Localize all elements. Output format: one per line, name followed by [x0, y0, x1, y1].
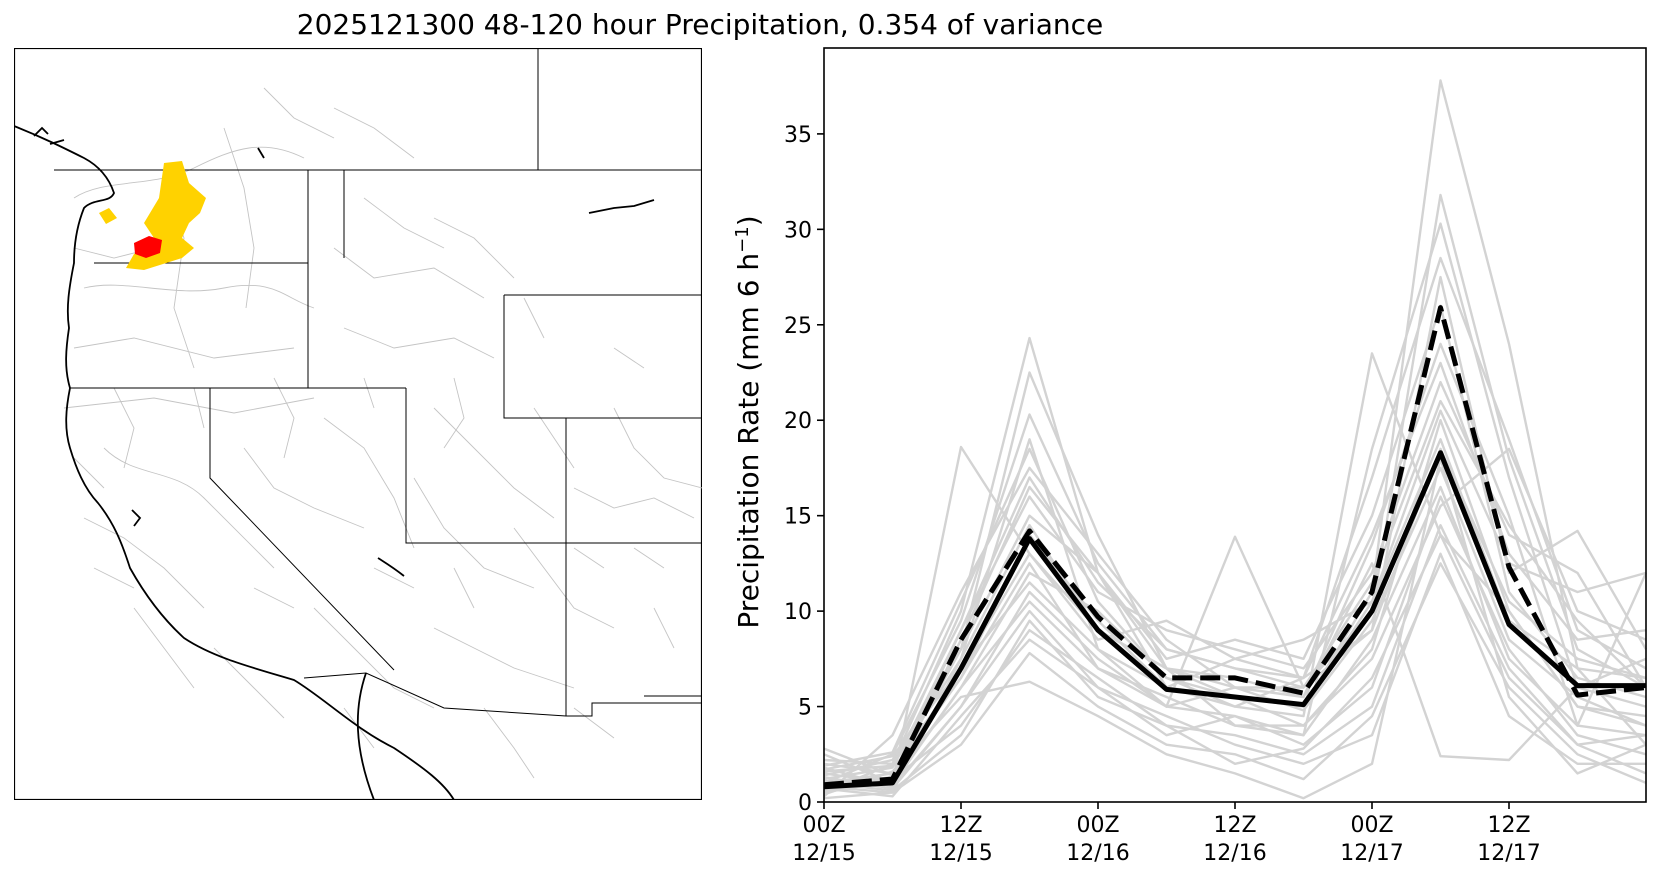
member-line-15: [823, 447, 1647, 786]
x-tick-date-0: 12/15: [792, 841, 855, 866]
y-tick-label-20: 20: [784, 409, 812, 434]
highlighted-basins: [99, 161, 206, 270]
x-tick-date-4: 12/17: [1340, 841, 1403, 866]
y-axis-label: Precipitation Rate (mm 6 h−1): [732, 215, 766, 628]
member-line-18: [823, 552, 1646, 798]
y-tick-label-35: 35: [784, 123, 812, 148]
x-tick-date-5: 12/17: [1477, 841, 1540, 866]
y-tick-label-10: 10: [784, 600, 812, 625]
basin-map: [14, 48, 702, 800]
map-frame: [14, 48, 702, 800]
ensemble-members: [823, 79, 1648, 800]
chart-title: 2025121300 48-120 hour Precipitation, 0.…: [296, 8, 1104, 41]
axes: 0 5 10 15 20 25 30 35 00Z 12/15 12Z 12/15 00Z 12/16 12…: [784, 47, 1647, 866]
member-line-25: [823, 533, 1647, 792]
member-line-7: [823, 380, 1648, 781]
x-tick-label-3: 12Z: [1213, 813, 1256, 838]
main-series: [823, 305, 1647, 790]
member-line-12: [823, 304, 1647, 777]
x-tick-label-0: 00Z: [802, 813, 845, 838]
y-axis-label-superscript: −1: [732, 226, 753, 253]
member-line-13: [823, 562, 1647, 800]
member-line-22: [823, 485, 1647, 790]
x-tick-label-4: 00Z: [1350, 813, 1393, 838]
member-line-11: [823, 524, 1647, 792]
member-line-20: [823, 399, 1647, 786]
y-axis-label-close: ): [732, 215, 765, 226]
y-tick-label-5: 5: [798, 696, 812, 721]
y-tick-label-30: 30: [784, 218, 812, 243]
member-line-17: [823, 361, 1647, 767]
x-tick-date-2: 12/16: [1066, 841, 1129, 866]
x-tick-date-3: 12/16: [1203, 841, 1266, 866]
x-tick-label-5: 12Z: [1487, 813, 1530, 838]
ensemble-mean-line: [823, 305, 1647, 788]
y-tick-label-25: 25: [784, 314, 812, 339]
gold-basin: [126, 161, 206, 270]
y-tick-label-0: 0: [798, 791, 812, 816]
member-line-16: [823, 457, 1647, 800]
coastline: [14, 125, 655, 800]
x-tick-label-2: 00Z: [1076, 813, 1119, 838]
red-basin: [134, 236, 162, 258]
x-tick-date-1: 12/15: [929, 841, 992, 866]
basin-boundaries: [63, 87, 702, 779]
y-axis-label-text: Precipitation Rate (mm 6 h: [732, 253, 765, 629]
gold-basin-west: [99, 208, 117, 224]
x-tick-label-1: 12Z: [939, 813, 982, 838]
member-line-21: [823, 466, 1647, 765]
observed-line: [823, 450, 1646, 790]
y-tick-label-15: 15: [784, 505, 812, 530]
